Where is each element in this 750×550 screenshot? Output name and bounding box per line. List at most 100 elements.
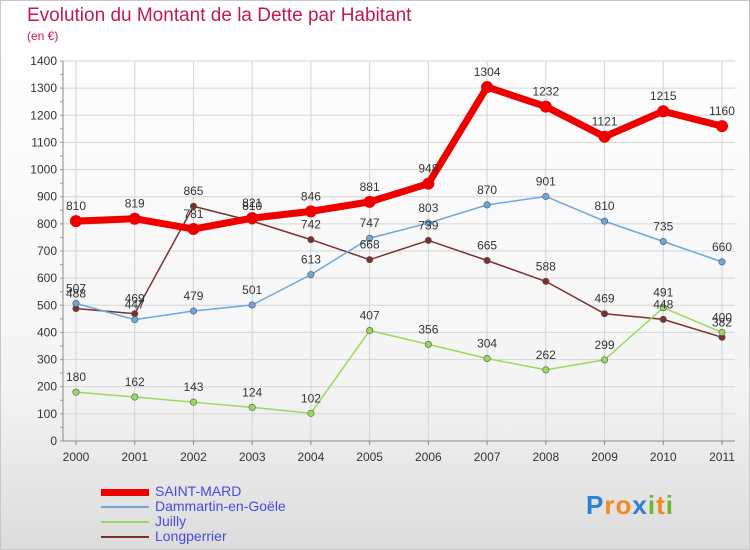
data-label: 810 <box>595 199 615 213</box>
series-line-1 <box>75 195 723 321</box>
y-tick-label: 1200 <box>30 108 57 122</box>
data-point <box>307 236 315 244</box>
legend-swatch <box>101 536 149 538</box>
chart-title: Evolution du Montant de la Dette par Hab… <box>27 5 412 26</box>
data-label: 143 <box>183 380 203 394</box>
x-tick-label: 2008 <box>532 450 559 464</box>
data-label: 819 <box>125 197 145 211</box>
y-tick-label: 400 <box>37 325 57 339</box>
logo-letter: x <box>632 490 648 520</box>
data-point <box>307 271 315 279</box>
data-point <box>422 177 435 190</box>
series-line-2 <box>75 306 723 415</box>
data-label: 660 <box>712 240 732 254</box>
data-point <box>307 409 315 417</box>
data-label: 613 <box>301 253 321 267</box>
data-label: 881 <box>360 180 380 194</box>
data-point <box>424 340 432 348</box>
data-point <box>539 100 552 113</box>
data-label: 488 <box>66 287 86 301</box>
legend-swatch <box>101 521 149 523</box>
legend-swatch <box>101 506 149 508</box>
data-label: 735 <box>653 220 673 234</box>
data-point <box>72 388 80 396</box>
x-tick-label: 2003 <box>239 450 266 464</box>
data-point <box>366 327 374 335</box>
data-point <box>718 258 726 266</box>
proxiti-logo: Proxiti <box>586 490 674 521</box>
data-label: 102 <box>301 391 321 405</box>
y-tick-label: 1400 <box>30 54 57 68</box>
data-point <box>366 234 374 242</box>
data-label: 1215 <box>650 89 677 103</box>
data-point <box>659 238 667 246</box>
x-tick-label: 2011 <box>709 450 735 464</box>
data-point <box>248 301 256 309</box>
data-label: 448 <box>653 297 673 311</box>
data-label: 846 <box>301 189 321 203</box>
data-label: 803 <box>418 201 438 215</box>
data-label: 588 <box>536 259 556 273</box>
data-point <box>366 256 374 264</box>
logo-letter: P <box>586 490 605 520</box>
x-tick-label: 2010 <box>650 450 677 464</box>
data-label: 1121 <box>592 115 618 129</box>
y-tick-label: 200 <box>37 380 57 394</box>
data-label: 469 <box>125 292 145 306</box>
data-point <box>657 105 670 118</box>
data-label: 162 <box>125 375 145 389</box>
data-label: 501 <box>242 283 262 297</box>
x-tick-label: 2000 <box>63 450 90 464</box>
data-label: 299 <box>595 338 615 352</box>
data-label: 739 <box>418 218 438 232</box>
y-tick-label: 1000 <box>30 163 57 177</box>
data-point <box>659 304 667 312</box>
data-label: 124 <box>242 385 262 399</box>
data-point <box>189 398 197 406</box>
y-tick-label: 1100 <box>31 135 57 149</box>
data-label: 1232 <box>532 85 559 99</box>
y-tick-label: 900 <box>37 190 57 204</box>
data-label: 447 <box>125 298 145 312</box>
data-point <box>598 130 611 143</box>
logo-letter: i <box>665 490 674 520</box>
logo-letter: o <box>615 490 633 520</box>
data-point <box>131 316 139 324</box>
data-label: 747 <box>360 216 380 230</box>
series-line-0 <box>75 83 723 233</box>
legend-label: Juilly <box>155 513 187 529</box>
data-label: 865 <box>183 184 203 198</box>
logo-letter: r <box>604 490 616 520</box>
data-point <box>601 310 609 318</box>
x-tick-label: 2005 <box>356 450 383 464</box>
data-point <box>187 223 200 236</box>
chart-unit-label: (en €) <box>27 29 59 43</box>
data-point <box>363 195 376 208</box>
data-label: 507 <box>66 281 86 295</box>
logo-letter: i <box>647 490 657 520</box>
data-point <box>542 192 550 200</box>
y-tick-label: 800 <box>37 217 57 231</box>
data-point <box>542 277 550 285</box>
data-label: 668 <box>360 238 380 252</box>
x-tick-label: 2009 <box>591 450 618 464</box>
data-point <box>483 201 491 209</box>
y-tick-label: 100 <box>37 407 57 421</box>
data-point <box>72 299 80 307</box>
data-label: 1304 <box>474 65 501 79</box>
legend-label: Longperrier <box>155 528 227 544</box>
data-point <box>718 328 726 336</box>
data-label: 491 <box>653 286 673 300</box>
data-point <box>131 393 139 401</box>
data-point <box>304 205 317 218</box>
data-point <box>716 120 728 133</box>
data-point <box>248 403 256 411</box>
data-point <box>189 307 197 315</box>
data-label: 1160 <box>709 104 735 118</box>
data-point <box>601 217 609 225</box>
y-tick-label: 600 <box>37 271 57 285</box>
y-tick-label: 700 <box>37 244 57 258</box>
data-point <box>246 212 259 225</box>
data-label: 870 <box>477 183 497 197</box>
data-label: 469 <box>595 292 615 306</box>
